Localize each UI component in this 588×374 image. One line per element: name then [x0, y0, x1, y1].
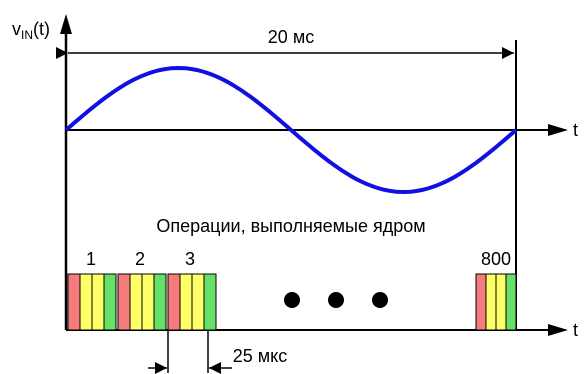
- operation-block-1-label: 1: [86, 249, 96, 269]
- operation-block-3: [167, 273, 217, 331]
- operations-caption: Операции, выполняемые ядром: [156, 216, 425, 236]
- period-label: 20 мс: [268, 27, 314, 47]
- sine-wave: [64, 65, 518, 195]
- time-axis-top-label: t: [573, 120, 578, 140]
- time-axis-top-arrow-icon: [548, 124, 568, 136]
- operation-block-800: [475, 273, 517, 331]
- operation-block-1: [67, 273, 117, 331]
- time-axis-bottom-arrow-icon: [548, 324, 568, 336]
- time-axis-bottom-label: t: [573, 320, 578, 340]
- y-axis-arrow-icon: [60, 14, 72, 34]
- ellipsis-dots: [284, 292, 388, 308]
- operation-block-2: [117, 273, 167, 331]
- operation-block-2-label: 2: [135, 249, 145, 269]
- operation-block-800-label: 800: [481, 249, 511, 269]
- interval-label: 25 мкс: [233, 346, 287, 366]
- operation-block-3-label: 3: [185, 249, 195, 269]
- y-axis-label: vIN(t): [12, 19, 50, 42]
